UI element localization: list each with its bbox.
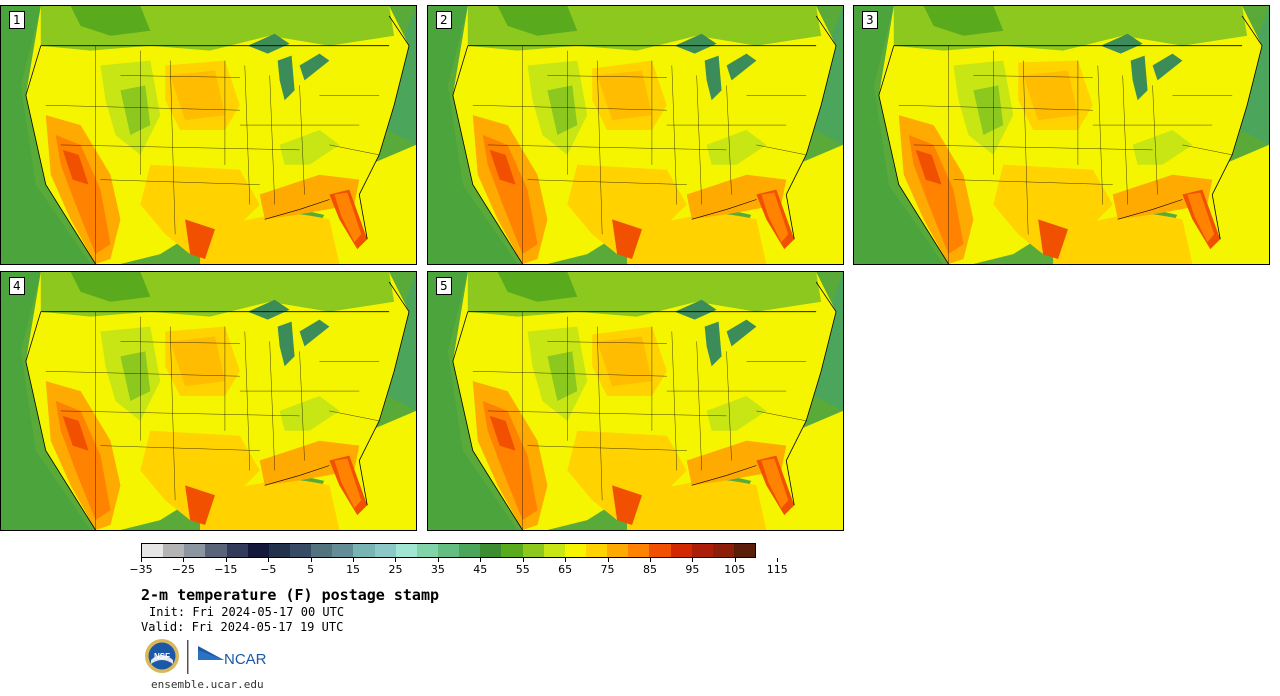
colorbar-tick	[225, 558, 227, 562]
sponsor-logos: NSF NCAR	[145, 639, 267, 674]
colorbar-swatch	[712, 544, 734, 557]
colorbar-tick-label: −5	[260, 563, 277, 576]
init-time: Init: Fri 2024-05-17 00 UTC	[149, 605, 345, 619]
temperature-colorbar	[141, 543, 756, 558]
temperature-field-map	[1, 272, 416, 530]
colorbar-tick	[607, 558, 609, 562]
colorbar-tick	[395, 558, 397, 562]
ensemble-member-map-2: 2	[427, 5, 844, 265]
colorbar-swatch	[480, 544, 502, 557]
colorbar-swatch	[353, 544, 375, 557]
colorbar-tick-labels: −35 −25 −15 −5 5 15 25 35 45 55 65 75 85 95 105 115	[129, 558, 788, 578]
temperature-field-map	[1, 6, 416, 264]
colorbar-swatch	[268, 544, 290, 557]
colorbar-swatch	[395, 544, 417, 557]
colorbar-tick-label: −35	[129, 563, 153, 576]
colorbar-swatch	[416, 544, 438, 557]
colorbar-swatch	[628, 544, 650, 557]
colorbar-tick-label: 15	[346, 563, 361, 576]
colorbar-tick-label: 105	[724, 563, 746, 576]
temperature-field-map	[428, 6, 843, 264]
member-label: 4	[9, 277, 25, 295]
colorbar-tick	[141, 558, 142, 562]
ensemble-member-map-1: 1	[0, 5, 417, 265]
colorbar-tick-label: 25	[388, 563, 403, 576]
member-label: 1	[9, 11, 25, 29]
colorbar-swatch	[163, 544, 185, 557]
colorbar-tick	[565, 558, 567, 562]
colorbar-tick	[183, 558, 185, 562]
colorbar-swatch	[184, 544, 206, 557]
colorbar-swatch	[459, 544, 481, 557]
colorbar-tick-label: 45	[473, 563, 488, 576]
colorbar-tick-label: 85	[642, 563, 657, 576]
colorbar-swatch	[205, 544, 227, 557]
colorbar-swatch	[142, 544, 164, 557]
colorbar-tick	[649, 558, 651, 562]
ensemble-member-map-5: 5	[427, 271, 844, 531]
colorbar-swatch	[585, 544, 608, 557]
colorbar-swatch	[670, 544, 692, 557]
colorbar-swatch	[649, 544, 671, 557]
colorbar-swatch	[691, 544, 713, 557]
valid-time: Valid: Fri 2024-05-17 19 UTC	[141, 620, 344, 634]
colorbar-tick	[437, 558, 439, 562]
colorbar-swatch	[543, 544, 565, 557]
colorbar-tick	[734, 558, 736, 562]
ensemble-member-map-3: 3	[853, 5, 1270, 265]
nsf-logo-text: NSF	[154, 652, 170, 661]
ncar-logo-text: NCAR	[224, 651, 267, 668]
colorbar-tick	[310, 558, 312, 562]
temperature-field-map	[854, 6, 1269, 264]
colorbar-tick-label: 5	[307, 563, 315, 576]
colorbar-swatch	[226, 544, 248, 557]
colorbar-swatch	[564, 544, 586, 557]
colorbar-tick-label: 65	[558, 563, 573, 576]
colorbar-swatch	[437, 544, 460, 557]
colorbar-tick	[692, 558, 694, 562]
ensemble-member-map-4: 4	[0, 271, 417, 531]
colorbar-swatch	[332, 544, 354, 557]
colorbar-swatch	[311, 544, 333, 557]
temperature-field-map	[428, 272, 843, 530]
colorbar-tick-label: 35	[430, 563, 445, 576]
colorbar-swatch	[374, 544, 396, 557]
colorbar-tick-label: −25	[171, 563, 196, 576]
colorbar-tick-label: 55	[515, 563, 530, 576]
colorbar-swatch	[501, 544, 523, 557]
page-title: 2-m temperature (F) postage stamp	[141, 586, 440, 604]
colorbar-tick	[522, 558, 524, 562]
nsf-logo-icon: NSF	[145, 639, 179, 673]
colorbar-tick-label: −15	[214, 563, 238, 576]
member-label: 3	[862, 11, 878, 29]
member-label: 2	[436, 11, 452, 29]
colorbar-swatch	[247, 544, 269, 557]
colorbar-tick	[268, 558, 270, 562]
colorbar-tick-label: 115	[766, 563, 788, 576]
colorbar-tick-label: 75	[600, 563, 615, 576]
colorbar-swatch	[733, 544, 756, 557]
colorbar-swatch	[522, 544, 544, 557]
colorbar-swatch	[607, 544, 629, 557]
colorbar-tick	[353, 558, 355, 562]
member-label: 5	[436, 277, 452, 295]
ncar-logo-icon: NCAR	[198, 646, 267, 668]
colorbar-tick	[777, 558, 779, 562]
colorbar-swatch	[289, 544, 312, 557]
colorbar-tick	[480, 558, 482, 562]
footer-url: ensemble.ucar.edu	[151, 678, 264, 691]
colorbar-tick-label: 95	[685, 563, 700, 576]
